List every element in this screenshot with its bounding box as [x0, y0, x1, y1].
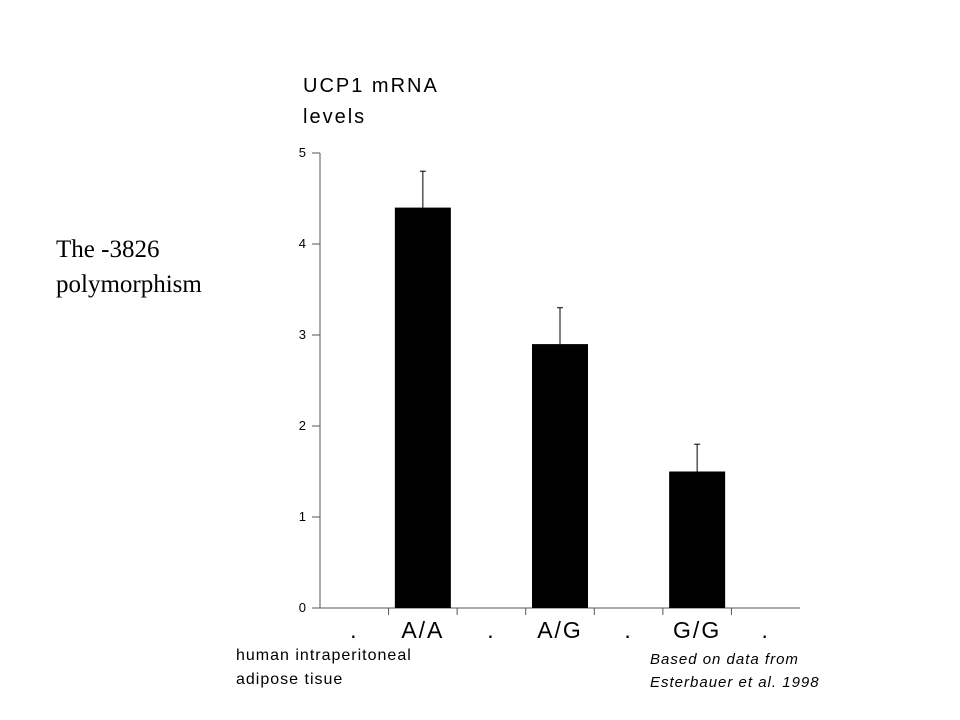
x-categories: . A/A. A/G. G/G.	[350, 608, 770, 643]
x-axis-label-line-1: human intraperitoneal	[236, 647, 412, 664]
y-axis-label-line-2: levels	[303, 106, 366, 128]
y-tick-label: 3	[299, 327, 306, 342]
bar	[669, 471, 726, 608]
y-tick-label: 2	[299, 418, 306, 433]
y-tick-label: 0	[299, 600, 306, 615]
x-category-label: G/G	[673, 617, 721, 643]
bar	[532, 344, 588, 608]
y-axis-label: UCP1 mRNA levels	[303, 75, 439, 128]
source-note-line-2: Esterbauer et al. 1998	[650, 674, 820, 691]
bar	[394, 207, 451, 608]
y-axis-label-line-1: UCP1 mRNA	[303, 75, 439, 97]
bars	[394, 170, 726, 608]
x-separator-label: .	[487, 617, 495, 643]
x-separator-label: .	[762, 617, 770, 643]
y-ticks: 0 1 2 3 4 5	[299, 145, 320, 615]
slide-title-line-1: The -3826	[56, 236, 160, 263]
x-category-label: A/A	[401, 617, 444, 643]
x-category-label: A/G	[537, 617, 583, 643]
x-separator-label: .	[350, 617, 358, 643]
x-axis-label-line-2: adipose tisue	[236, 671, 343, 688]
slide-title: The -3826 polymorphism	[56, 232, 286, 302]
x-axis-label: human intraperitoneal adipose tisue	[236, 647, 412, 688]
y-tick-label: 4	[299, 236, 306, 251]
source-note: Based on data from Esterbauer et al. 199…	[650, 651, 820, 691]
slide-title-line-2: polymorphism	[56, 271, 202, 298]
x-separator-label: .	[624, 617, 632, 643]
source-note-line-1: Based on data from	[650, 651, 799, 668]
y-tick-label: 1	[299, 509, 306, 524]
y-tick-label: 5	[299, 145, 306, 160]
